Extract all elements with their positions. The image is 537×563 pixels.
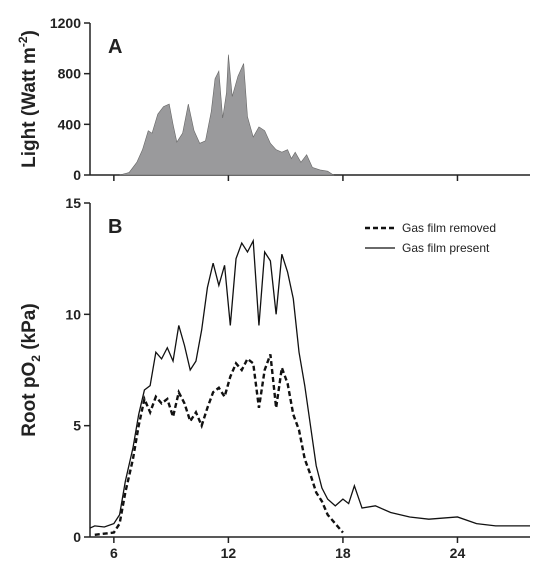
y-tick-label: 5 bbox=[73, 418, 81, 434]
y-axis-label: Light (Watt m-2) bbox=[16, 30, 40, 168]
y-tick-label: 1200 bbox=[50, 15, 81, 31]
y-axis-label: Root pO2 (kPa) bbox=[19, 303, 43, 436]
light-area bbox=[119, 54, 335, 176]
y-axis-label-part: Root pO bbox=[19, 362, 40, 437]
legend-label: Gas film removed bbox=[402, 221, 496, 235]
y-tick-label: 0 bbox=[73, 529, 81, 545]
y-tick-label: 10 bbox=[65, 306, 81, 322]
series-line bbox=[94, 353, 344, 536]
y-tick-label: 0 bbox=[73, 167, 81, 183]
legend-label: Gas film present bbox=[402, 241, 490, 255]
x-tick-label: 24 bbox=[450, 545, 466, 561]
y-tick-label: 400 bbox=[58, 116, 82, 132]
y-axis-label-part: ) bbox=[19, 30, 40, 36]
x-tick-label: 6 bbox=[110, 545, 118, 561]
x-tick-label: 12 bbox=[221, 545, 237, 561]
x-tick-label: 18 bbox=[335, 545, 351, 561]
series-line bbox=[89, 238, 530, 529]
y-axis-label-part: 2 bbox=[29, 355, 43, 362]
panel-label: B bbox=[108, 216, 122, 238]
y-axis-label-part: -2 bbox=[16, 36, 30, 47]
panel-label: A bbox=[108, 36, 122, 58]
y-axis-label-part: Light (Watt m bbox=[19, 47, 40, 168]
y-tick-label: 15 bbox=[65, 195, 81, 211]
y-axis-label-part: (kPa) bbox=[19, 303, 40, 355]
y-tick-label: 800 bbox=[58, 66, 82, 82]
